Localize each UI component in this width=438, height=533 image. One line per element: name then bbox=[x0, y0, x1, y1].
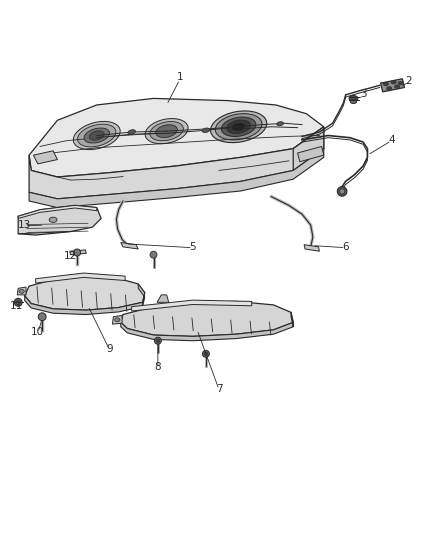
Ellipse shape bbox=[128, 130, 135, 134]
Text: 11: 11 bbox=[9, 301, 23, 311]
Text: 7: 7 bbox=[215, 384, 223, 394]
Ellipse shape bbox=[339, 189, 345, 194]
Ellipse shape bbox=[84, 128, 110, 143]
Ellipse shape bbox=[349, 95, 358, 101]
Text: 4: 4 bbox=[388, 135, 395, 145]
Ellipse shape bbox=[221, 117, 256, 136]
Text: 3: 3 bbox=[360, 89, 367, 99]
Ellipse shape bbox=[156, 125, 177, 138]
Polygon shape bbox=[29, 149, 324, 207]
Ellipse shape bbox=[14, 298, 22, 306]
Ellipse shape bbox=[202, 128, 210, 133]
Ellipse shape bbox=[150, 122, 184, 141]
Ellipse shape bbox=[395, 85, 400, 88]
Text: 2: 2 bbox=[406, 76, 412, 86]
Text: 10: 10 bbox=[31, 327, 44, 337]
Polygon shape bbox=[25, 296, 143, 314]
Ellipse shape bbox=[211, 111, 267, 143]
Ellipse shape bbox=[204, 352, 208, 356]
Polygon shape bbox=[17, 287, 26, 295]
Ellipse shape bbox=[227, 120, 251, 134]
Polygon shape bbox=[132, 300, 252, 311]
Polygon shape bbox=[381, 79, 405, 92]
Ellipse shape bbox=[16, 300, 20, 304]
Ellipse shape bbox=[145, 118, 188, 144]
Polygon shape bbox=[138, 284, 145, 306]
Ellipse shape bbox=[387, 87, 392, 90]
Polygon shape bbox=[291, 312, 293, 327]
Polygon shape bbox=[18, 205, 97, 219]
Polygon shape bbox=[121, 322, 293, 341]
Polygon shape bbox=[121, 302, 293, 336]
Ellipse shape bbox=[383, 82, 389, 86]
Ellipse shape bbox=[150, 251, 157, 258]
Ellipse shape bbox=[49, 217, 57, 222]
Ellipse shape bbox=[337, 187, 347, 196]
Polygon shape bbox=[29, 99, 324, 177]
Polygon shape bbox=[297, 147, 324, 161]
Polygon shape bbox=[29, 127, 324, 199]
Polygon shape bbox=[18, 205, 101, 235]
Text: 6: 6 bbox=[343, 242, 349, 252]
Ellipse shape bbox=[78, 124, 116, 147]
Ellipse shape bbox=[74, 249, 81, 256]
Ellipse shape bbox=[398, 82, 403, 85]
Ellipse shape bbox=[115, 318, 120, 322]
Text: 12: 12 bbox=[64, 251, 77, 261]
Ellipse shape bbox=[73, 122, 120, 150]
Polygon shape bbox=[25, 276, 145, 310]
Ellipse shape bbox=[156, 339, 159, 343]
Polygon shape bbox=[157, 295, 169, 302]
Polygon shape bbox=[121, 243, 138, 249]
Text: 13: 13 bbox=[18, 220, 32, 230]
Ellipse shape bbox=[350, 99, 357, 103]
Ellipse shape bbox=[391, 80, 396, 84]
Ellipse shape bbox=[202, 350, 209, 357]
Ellipse shape bbox=[215, 114, 262, 140]
Text: 5: 5 bbox=[190, 242, 196, 252]
Ellipse shape bbox=[277, 122, 283, 126]
Polygon shape bbox=[293, 127, 324, 171]
Text: 1: 1 bbox=[177, 71, 183, 82]
Text: 9: 9 bbox=[106, 344, 113, 354]
Ellipse shape bbox=[38, 313, 46, 321]
Ellipse shape bbox=[232, 123, 245, 131]
Ellipse shape bbox=[154, 337, 161, 344]
Polygon shape bbox=[35, 273, 125, 283]
Ellipse shape bbox=[89, 131, 104, 140]
Polygon shape bbox=[70, 250, 86, 255]
Polygon shape bbox=[304, 245, 319, 251]
Ellipse shape bbox=[19, 289, 24, 293]
Polygon shape bbox=[33, 151, 57, 164]
Text: 8: 8 bbox=[155, 362, 161, 372]
Polygon shape bbox=[113, 316, 122, 324]
